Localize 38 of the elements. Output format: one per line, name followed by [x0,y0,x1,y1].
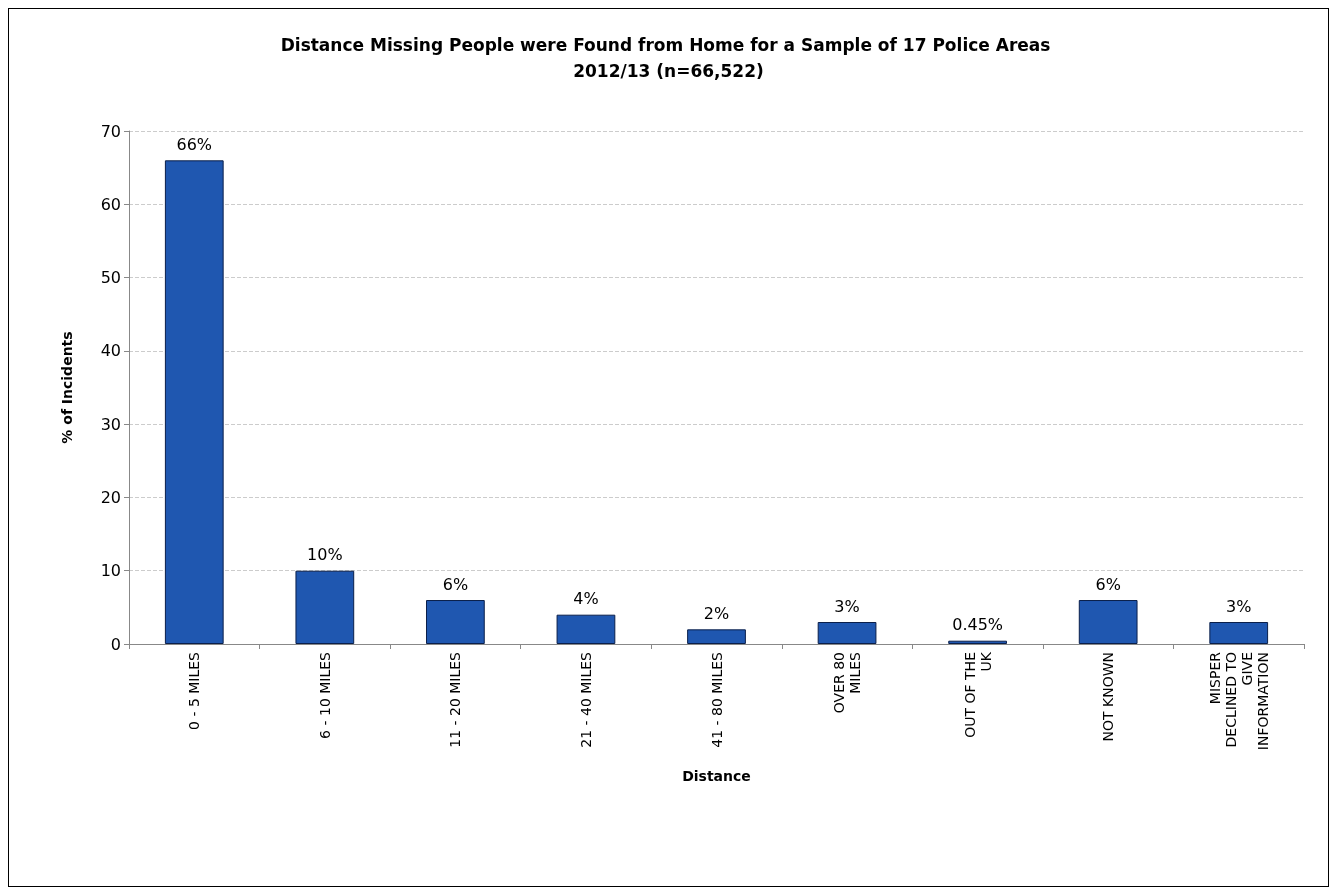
data-label: 0.45% [952,615,1004,635]
bar [164,160,224,644]
y-tick-label: 30 [100,414,121,434]
bar [817,622,877,644]
bar [295,570,355,644]
bar [1209,622,1269,644]
x-tick-label: 11 - 20 MILES [447,651,464,748]
x-tick-label: 21 - 40 MILES [577,651,594,748]
bar [426,600,485,644]
data-label: 4% [573,589,599,609]
y-tick-label: 10 [100,561,121,581]
y-tick-label: 20 [100,487,121,507]
chart-title: Distance Missing People were Found from Home for a Sample of 17 Police Areas 2012/13 (n=66,522) [280,35,1057,81]
x-tick-label: 41 - 80 MILES [708,651,725,748]
y-tick-label: 40 [100,341,121,361]
bar [687,629,746,644]
x-tick-label: MISPER DECLINED TO GIVE INFORMATION [1206,651,1271,751]
x-tick-label: OVER 80 MILES [831,651,864,714]
data-label: 66% [176,134,213,154]
x-axis-title: Distance [682,768,751,784]
y-tick-label: 0 [110,634,121,654]
data-label: 3% [834,596,860,616]
data-label: 6% [442,574,469,594]
data-label: 3% [1226,596,1252,616]
data-label: 2% [703,603,730,623]
data-label: 10% [307,545,343,565]
x-tick-label: OUT OF THE UK [961,651,994,738]
data-label: 6% [1095,574,1121,594]
x-tick-label: NOT KNOWN [1100,652,1117,742]
y-tick-label: 70 [100,121,121,141]
y-tick-label: 50 [100,268,121,288]
x-tick-label: 6 - 10 MILES [316,651,333,739]
bar [948,640,1007,644]
x-tick-label: 0 - 5 MILES [186,651,203,730]
y-axis-title: % of Incidents [59,331,75,444]
bar [1078,600,1138,644]
bar [556,614,616,644]
y-tick-label: 60 [100,194,121,214]
